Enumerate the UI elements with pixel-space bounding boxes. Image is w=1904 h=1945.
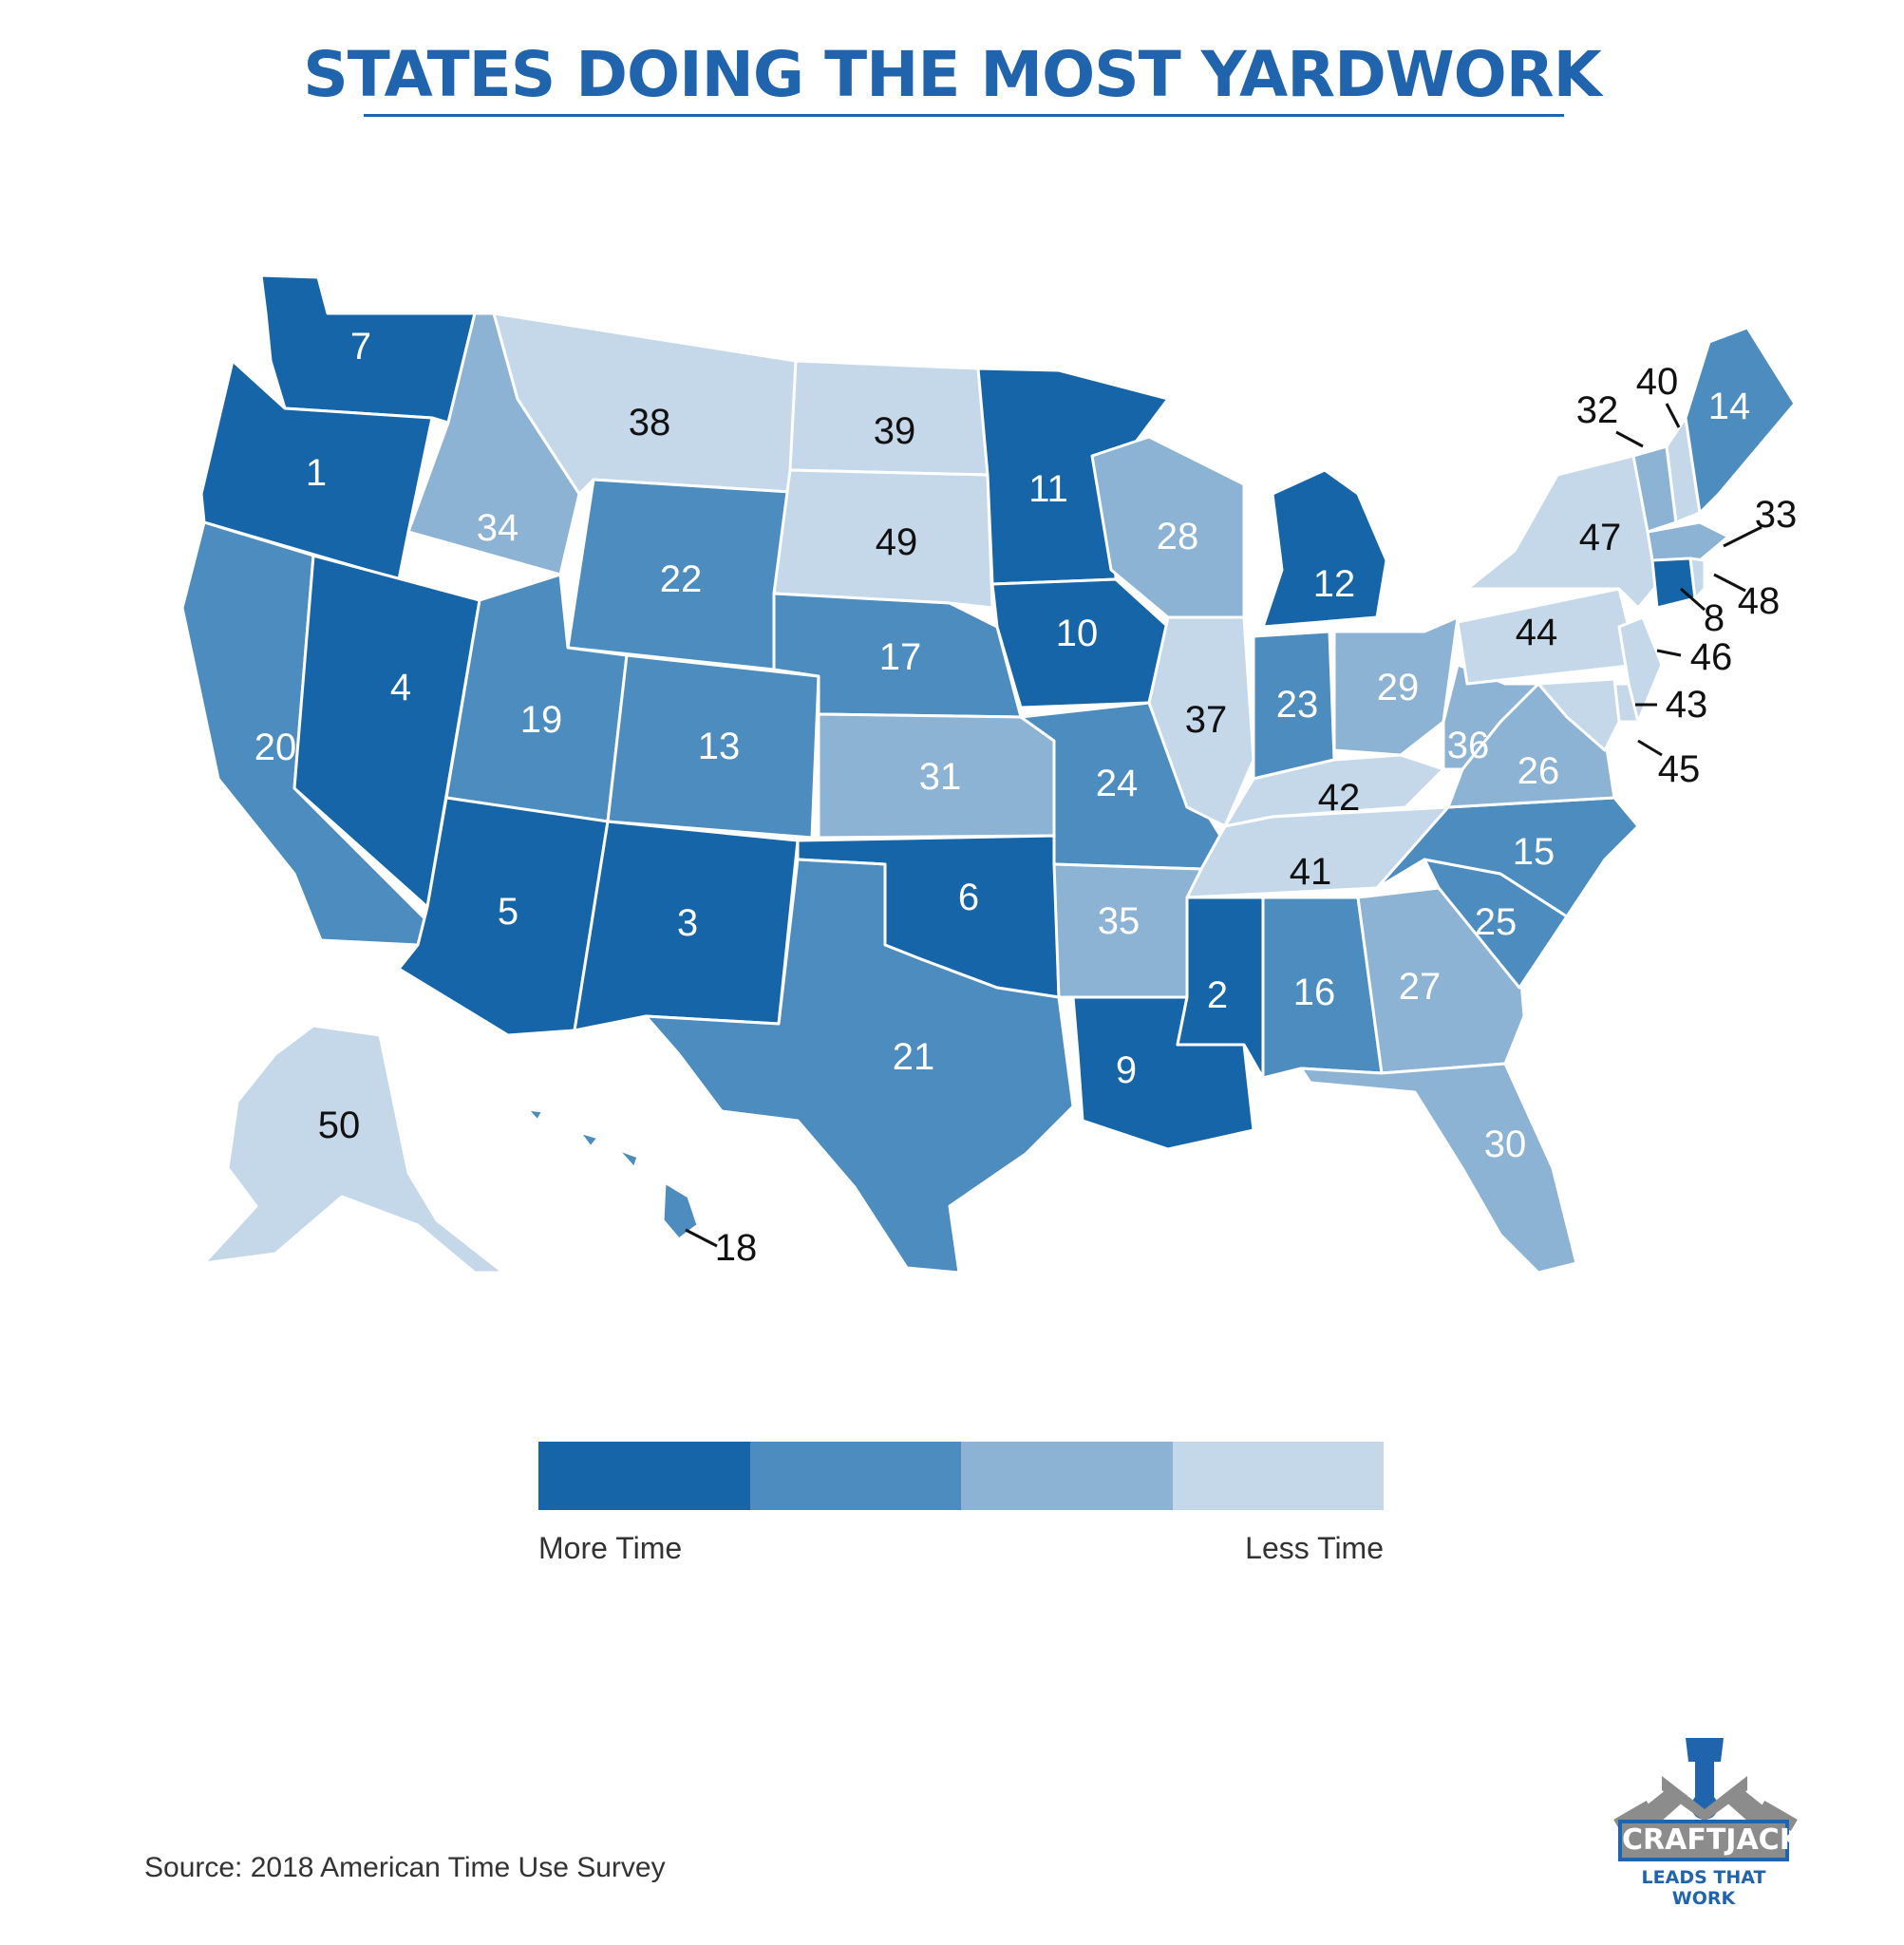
rank-label-ut: 19	[520, 699, 563, 741]
legend-swatch-tier1	[538, 1442, 750, 1510]
leader-line-md	[1637, 739, 1663, 757]
rank-label-ne: 17	[879, 636, 922, 678]
rank-label-mt: 38	[629, 402, 671, 444]
legend-swatch-tier2	[749, 1442, 961, 1510]
rank-label-ny: 47	[1579, 517, 1622, 558]
rank-label-pa: 44	[1516, 612, 1558, 653]
rank-label-ma: 33	[1755, 494, 1798, 536]
rank-label-il: 37	[1185, 699, 1228, 741]
source-note: Source: 2018 American Time Use Survey	[144, 1852, 666, 1883]
state-ak	[202, 1024, 505, 1275]
rank-label-la: 9	[1116, 1049, 1137, 1091]
rank-label-va: 26	[1518, 750, 1560, 792]
leader-line-nh	[1665, 403, 1681, 428]
rank-label-al: 16	[1293, 972, 1336, 1013]
state-me	[1684, 326, 1797, 515]
legend-swatch-tier3	[961, 1442, 1173, 1510]
leader-line-ma	[1723, 525, 1763, 548]
rank-label-ok: 6	[958, 877, 979, 918]
craftjack-logo-icon	[1613, 1738, 1798, 1838]
page-title: STATES DOING THE MOST YARDWORK	[303, 38, 1602, 111]
rank-label-mn: 11	[1028, 468, 1068, 510]
rank-label-nj: 46	[1690, 636, 1733, 678]
state-wa	[259, 274, 477, 425]
rank-label-mi: 12	[1313, 563, 1356, 605]
rank-label-wa: 7	[350, 326, 371, 368]
legend-less-time-label: Less Time	[1245, 1531, 1384, 1565]
state-mi	[1261, 468, 1388, 629]
rank-label-ga: 27	[1399, 966, 1442, 1008]
rank-label-tx: 21	[893, 1036, 935, 1078]
state-ct	[1650, 557, 1697, 610]
rank-label-nd: 39	[874, 410, 916, 452]
rank-label-in: 23	[1276, 684, 1319, 726]
rank-label-nh: 40	[1636, 361, 1679, 403]
rank-label-ri: 48	[1738, 580, 1781, 622]
rank-label-tn: 41	[1290, 851, 1332, 893]
rank-label-me: 14	[1708, 386, 1751, 427]
state-hi	[525, 1107, 700, 1241]
rank-label-de: 43	[1666, 684, 1708, 726]
rank-label-ct: 8	[1704, 597, 1725, 639]
rank-label-az: 5	[498, 891, 518, 933]
legend-swatch-tier4	[1172, 1442, 1384, 1510]
rank-label-hi: 18	[715, 1227, 758, 1269]
state-ri	[1688, 557, 1706, 600]
state-md	[1536, 677, 1621, 752]
rank-label-ky: 42	[1318, 777, 1361, 819]
rank-label-oh: 29	[1377, 667, 1420, 708]
state-ma	[1646, 520, 1730, 562]
leader-line-ri	[1713, 573, 1746, 593]
rank-label-sc: 25	[1475, 901, 1518, 943]
state-tx	[644, 858, 1075, 1275]
rank-label-wv: 36	[1447, 725, 1490, 766]
legend-more-time-label: More Time	[538, 1531, 683, 1565]
state-co	[606, 653, 820, 840]
title-underline	[364, 114, 1564, 117]
rank-label-nc: 15	[1513, 831, 1555, 873]
rank-label-wy: 22	[660, 558, 703, 600]
state-fl	[1299, 1062, 1578, 1275]
rank-label-ca: 20	[254, 727, 297, 768]
state-or	[199, 359, 434, 581]
rank-label-id: 34	[477, 507, 519, 549]
rank-label-md: 45	[1658, 748, 1701, 790]
logo-tagline: LEADS THAT WORK	[1641, 1867, 1766, 1909]
leader-line-vt	[1615, 430, 1644, 448]
rank-label-nm: 3	[677, 902, 698, 944]
rank-label-ia: 10	[1056, 613, 1099, 654]
rank-label-vt: 32	[1576, 389, 1619, 431]
rank-label-ks: 31	[919, 756, 962, 798]
color-legend	[538, 1442, 1384, 1510]
leader-line-hi	[685, 1228, 718, 1248]
rank-label-nv: 4	[390, 667, 411, 708]
rank-label-mo: 24	[1096, 763, 1139, 804]
state-sd	[772, 468, 994, 610]
rank-label-sd: 49	[876, 521, 918, 563]
rank-label-wi: 28	[1157, 516, 1199, 557]
rank-label-fl: 30	[1484, 1124, 1527, 1165]
leader-line-ct	[1680, 587, 1706, 612]
rank-label-ak: 50	[318, 1105, 361, 1146]
state-ny	[1465, 454, 1664, 610]
leader-line-nj	[1656, 649, 1682, 657]
state-nj	[1617, 615, 1664, 724]
logo-wordmark: CRAFTJACK	[1618, 1820, 1801, 1861]
rank-label-ms: 2	[1207, 974, 1228, 1016]
rank-label-ar: 35	[1098, 900, 1141, 942]
rank-label-co: 13	[698, 726, 741, 767]
rank-label-or: 1	[306, 452, 327, 494]
